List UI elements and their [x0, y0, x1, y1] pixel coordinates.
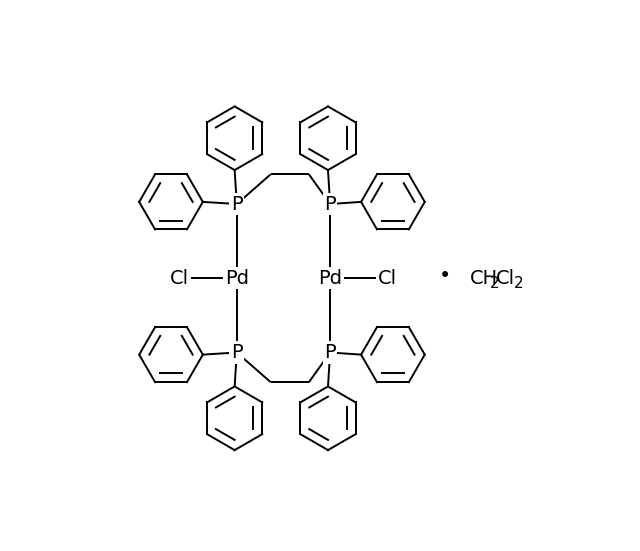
Text: Cl: Cl	[495, 269, 515, 288]
Text: 2: 2	[514, 276, 524, 291]
Text: Pd: Pd	[225, 269, 249, 288]
Text: P: P	[324, 343, 336, 362]
Text: P: P	[231, 195, 243, 213]
Text: Pd: Pd	[318, 269, 342, 288]
Text: P: P	[324, 195, 336, 213]
Text: Cl: Cl	[170, 269, 189, 288]
Text: 2: 2	[490, 276, 500, 291]
Text: CH: CH	[470, 269, 499, 288]
Text: Cl: Cl	[378, 269, 397, 288]
Text: P: P	[231, 343, 243, 362]
Text: •: •	[438, 266, 451, 286]
